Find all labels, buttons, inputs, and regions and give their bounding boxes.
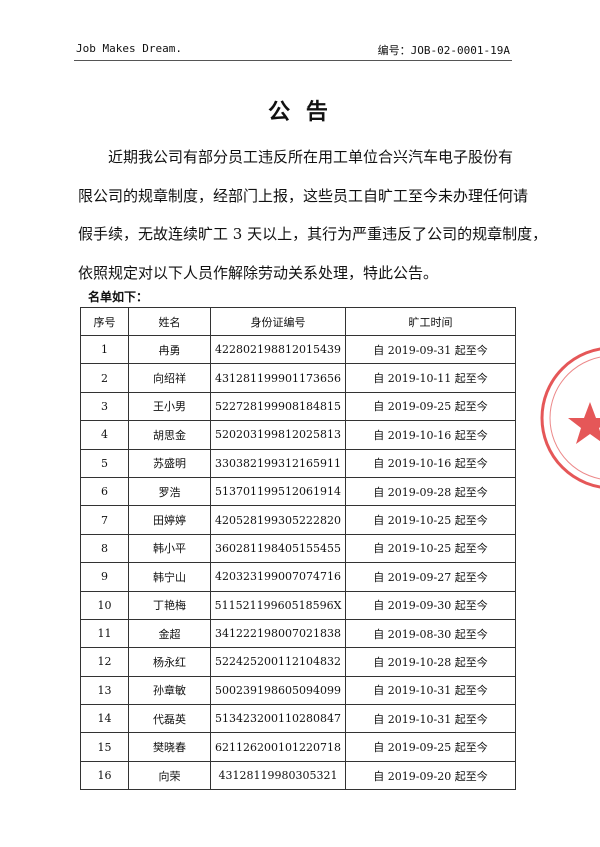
table-row: 14 代磊英 513423200110280847 自 2019-10-31 起至今 — [80, 704, 516, 734]
table-cell: 自 2019-09-20 起至今 — [345, 760, 516, 791]
paragraph: 近期我公司有部分员工违反所在用工单位合兴汽车电子股份有限公司的规章制度，经部门上… — [78, 138, 548, 292]
name-table: 序号 姓名 身份证编号 旷工时间 1 冉勇 422802198812015439 自 201… — [80, 307, 516, 791]
table-cell: 5 — [80, 448, 129, 478]
header-cell: 身份证编号 — [210, 307, 346, 336]
table-cell: 9 — [80, 562, 129, 592]
table-cell: 621126200101220718 — [210, 732, 346, 762]
table-cell: 自 2019-10-11 起至今 — [345, 363, 516, 393]
table-cell: 冉勇 — [128, 334, 211, 365]
table-cell: 360281198405155455 — [210, 533, 346, 564]
table-cell: 自 2019-10-31 起至今 — [345, 675, 516, 706]
table-row: 1 冉勇 422802198812015439 自 2019-09-31 起至今 — [80, 334, 516, 365]
header-cell: 旷工时间 — [345, 307, 516, 336]
table-cell: 2 — [80, 363, 129, 393]
table-cell: 自 2019-10-16 起至今 — [345, 420, 516, 450]
table-cell: 8 — [80, 533, 129, 564]
table-cell: 4 — [80, 420, 129, 450]
table-row: 11 金超 341222198007021838 自 2019-08-30 起至今 — [80, 618, 516, 649]
table-cell: 自 2019-08-30 起至今 — [345, 618, 516, 649]
table-cell: 杨永红 — [128, 647, 211, 677]
table-cell: 罗浩 — [128, 476, 211, 507]
paragraph-line: 近期我公司有部分员工违反所在用工单位合兴汽车电子股份有 — [108, 148, 514, 166]
paragraph-line: 限公司的规章制度，经部门上报，这些员工自旷工至今未办理任何请 — [78, 186, 529, 205]
table-cell: 金超 — [128, 618, 211, 649]
table-cell: 513701199512061914 — [210, 476, 346, 507]
table-cell: 自 2019-10-28 起至今 — [345, 647, 516, 677]
table-row: 10 丁艳梅 51152119960518596X 自 2019-09-30 起至今 — [80, 590, 516, 620]
table-cell: 431281199901173656 — [210, 363, 346, 393]
paragraph-line: 依照规定对以下人员作解除劳动关系处理，特此公告。 — [78, 263, 439, 282]
table-cell: 14 — [80, 704, 129, 734]
table-header: 序号 姓名 身份证编号 旷工时间 — [80, 307, 516, 336]
table-row: 8 韩小平 360281198405155455 自 2019-10-25 起至今 — [80, 533, 516, 564]
header-cell: 姓名 — [128, 307, 211, 336]
table-row: 12 杨永红 522425200112104832 自 2019-10-28 起至今 — [80, 647, 516, 677]
table-row: 4 胡思金 520203199812025813 自 2019-10-16 起至今 — [80, 420, 516, 450]
table-row: 2 向绍祥 431281199901173656 自 2019-10-11 起至今 — [80, 363, 516, 393]
list-caption: 名单如下： — [88, 290, 149, 304]
table-cell: 自 2019-10-25 起至今 — [345, 505, 516, 535]
table-cell: 苏盛明 — [128, 448, 211, 478]
table-cell: 520203199812025813 — [210, 420, 346, 450]
table-cell: 韩小平 — [128, 533, 211, 564]
table-cell: 7 — [80, 505, 129, 535]
table-cell: 丁艳梅 — [128, 590, 211, 620]
table-cell: 341222198007021838 — [210, 618, 346, 649]
table-cell: 1 — [80, 334, 129, 365]
table-cell: 向荣 — [128, 760, 211, 791]
table-cell: 向绍祥 — [128, 363, 211, 393]
table-cell: 513423200110280847 — [210, 704, 346, 734]
table-row: 13 孙章敏 500239198605094099 自 2019-10-31 起至今 — [80, 675, 516, 706]
table-cell: 420323199007074716 — [210, 562, 346, 592]
table-cell: 自 2019-09-28 起至今 — [345, 476, 516, 507]
table-cell: 自 2019-10-16 起至今 — [345, 448, 516, 478]
table-cell: 522728199908184815 — [210, 391, 346, 422]
table-cell: 王小男 — [128, 391, 211, 422]
table-cell: 自 2019-09-25 起至今 — [345, 391, 516, 422]
table-cell: 6 — [80, 476, 129, 507]
table-row: 6 罗浩 513701199512061914 自 2019-09-28 起至今 — [80, 476, 516, 507]
table-cell: 田婷婷 — [128, 505, 211, 535]
table-cell: 330382199312165911 — [210, 448, 346, 478]
table-cell: 13 — [80, 675, 129, 706]
header-left: Job Makes Dream. — [76, 42, 182, 55]
header-rule — [74, 60, 512, 61]
table-cell: 胡思金 — [128, 420, 211, 450]
table-cell: 樊晓春 — [128, 732, 211, 762]
table-cell: 韩宁山 — [128, 562, 211, 592]
table-cell: 422802198812015439 — [210, 334, 346, 365]
title: 公 告 — [268, 100, 332, 125]
table-cell: 自 2019-10-25 起至今 — [345, 533, 516, 564]
table-cell: 自 2019-10-31 起至今 — [345, 704, 516, 734]
table-cell: 15 — [80, 732, 129, 762]
table-cell: 10 — [80, 590, 129, 620]
table-body: 1 冉勇 422802198812015439 自 2019-09-31 起至今 2 向绍… — [80, 334, 516, 791]
table-row: 9 韩宁山 420323199007074716 自 2019-09-27 起至今 — [80, 562, 516, 592]
table-cell: 孙章敏 — [128, 675, 211, 706]
table-cell: 522425200112104832 — [210, 647, 346, 677]
header-right: 编号：JOB-02-0001-19A — [377, 44, 510, 57]
table-cell: 代磊英 — [128, 704, 211, 734]
table-cell: 500239198605094099 — [210, 675, 346, 706]
table-cell: 12 — [80, 647, 129, 677]
table-cell: 自 2019-09-27 起至今 — [345, 562, 516, 592]
table-cell: 自 2019-09-30 起至今 — [345, 590, 516, 620]
table-row: 16 向荣 43128119980305321 自 2019-09-20 起至今 — [80, 760, 516, 791]
table-row: 5 苏盛明 330382199312165911 自 2019-10-16 起至今 — [80, 448, 516, 478]
table-cell: 16 — [80, 760, 129, 791]
header-cell: 序号 — [80, 307, 129, 336]
table-cell: 420528199305222820 — [210, 505, 346, 535]
table-cell: 自 2019-09-31 起至今 — [345, 334, 516, 365]
table-cell: 自 2019-09-25 起至今 — [345, 732, 516, 762]
table-cell: 43128119980305321 — [210, 760, 346, 791]
table-row: 7 田婷婷 420528199305222820 自 2019-10-25 起至今 — [80, 505, 516, 535]
paragraph-line: 假手续，无故连续旷工 3 天以上，其行为严重违反了公司的规章制度， — [78, 225, 548, 243]
table-cell: 3 — [80, 391, 129, 422]
table-cell: 51152119960518596X — [210, 590, 346, 620]
table-row: 3 王小男 522728199908184815 自 2019-09-25 起至今 — [80, 391, 516, 422]
table-row: 15 樊晓春 621126200101220718 自 2019-09-25 起至今 — [80, 732, 516, 762]
table-cell: 11 — [80, 618, 129, 649]
